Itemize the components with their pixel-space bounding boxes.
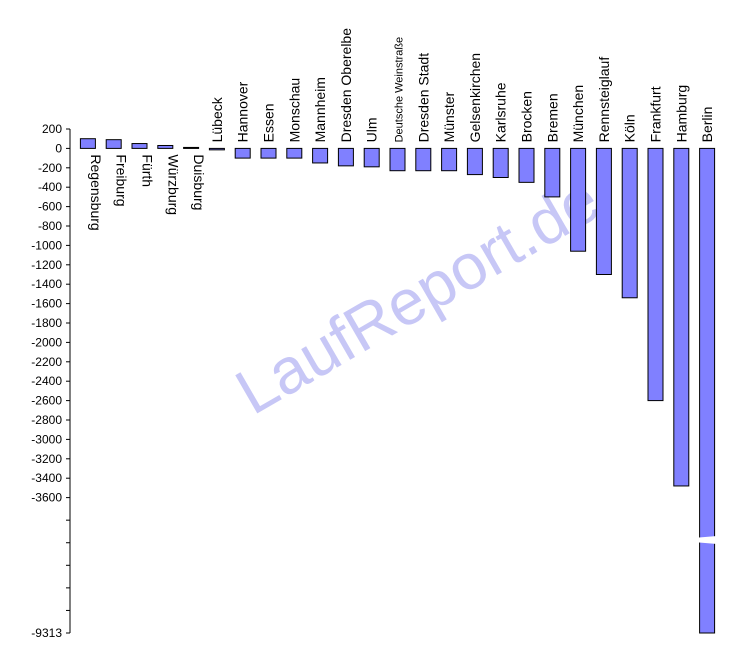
category-label: Regensburg <box>88 154 104 230</box>
y-tick-label: -1000 <box>31 238 62 252</box>
bar <box>208 147 225 151</box>
bar <box>131 143 148 149</box>
y-tick-label: -1200 <box>31 258 62 272</box>
y-tick-label: -600 <box>38 200 62 214</box>
y-tick-label: -400 <box>38 180 62 194</box>
bar <box>183 146 200 149</box>
y-tick-label: -2600 <box>31 394 62 408</box>
bar <box>492 147 509 178</box>
bar <box>415 147 432 172</box>
category-label: Würzburg <box>165 154 181 215</box>
y-tick-label: -1600 <box>31 297 62 311</box>
bar <box>260 147 277 159</box>
bar <box>570 147 587 252</box>
category-label: Essen <box>261 103 277 142</box>
y-tick-label: -2800 <box>31 413 62 427</box>
y-tick-label: -2400 <box>31 374 62 388</box>
bar <box>647 147 664 402</box>
category-label: Monschau <box>286 78 302 143</box>
y-tick-label: 200 <box>42 122 62 136</box>
bar <box>466 147 483 176</box>
bar <box>441 147 458 172</box>
category-label: Dresden Stadt <box>415 53 431 143</box>
category-label: Freiburg <box>114 154 130 206</box>
category-label: Bremen <box>544 93 560 142</box>
bar <box>105 139 122 149</box>
category-label: Lübeck <box>209 96 225 142</box>
bar <box>389 147 406 172</box>
y-tick-label: -3000 <box>31 432 62 446</box>
category-label: Münster <box>441 91 457 142</box>
y-tick-label: -200 <box>38 161 62 175</box>
y-tick-label: -2200 <box>31 355 62 369</box>
y-tick-label: -3400 <box>31 471 62 485</box>
bar <box>286 147 303 159</box>
bar <box>337 147 354 167</box>
category-label: Hannover <box>235 81 251 142</box>
y-tick-label: -9313 <box>31 626 62 640</box>
category-label: Dresden Oberelbe <box>338 28 354 143</box>
y-tick-label: 0 <box>55 141 62 155</box>
bar <box>518 147 535 183</box>
category-label: Deutsche Weinstraße <box>394 37 406 143</box>
category-label: Frankfurt <box>648 86 664 142</box>
watermark: LaufReport.de <box>224 163 611 428</box>
y-tick-label: -1400 <box>31 277 62 291</box>
category-label: Fürth <box>140 154 156 187</box>
axis-break-marker <box>693 536 718 544</box>
y-tick-label: -800 <box>38 219 62 233</box>
y-tick-label: -2000 <box>31 335 62 349</box>
category-label: Hamburg <box>673 85 689 143</box>
category-label: München <box>570 85 586 143</box>
bar <box>673 147 690 487</box>
y-tick-label: -3200 <box>31 452 62 466</box>
bar <box>234 147 251 159</box>
bar <box>544 147 561 198</box>
category-label: Rennsteiglauf <box>596 57 612 143</box>
bar <box>312 147 329 164</box>
bar <box>363 147 380 168</box>
bar <box>595 147 612 275</box>
bar <box>157 144 174 149</box>
bar <box>79 138 96 149</box>
category-label: Gelsenkirchen <box>467 53 483 143</box>
category-label: Karlsruhe <box>493 82 509 142</box>
bar <box>699 147 716 634</box>
y-tick-label: -1800 <box>31 316 62 330</box>
category-label: Mannheim <box>312 77 328 142</box>
category-label: Ulm <box>364 118 380 143</box>
category-label: Berlin <box>699 107 715 143</box>
category-label: Duisburg <box>191 154 207 210</box>
category-label: Köln <box>622 114 638 142</box>
category-label: Brocken <box>519 91 535 142</box>
y-tick-label: -3600 <box>31 491 62 505</box>
bar <box>621 147 638 299</box>
